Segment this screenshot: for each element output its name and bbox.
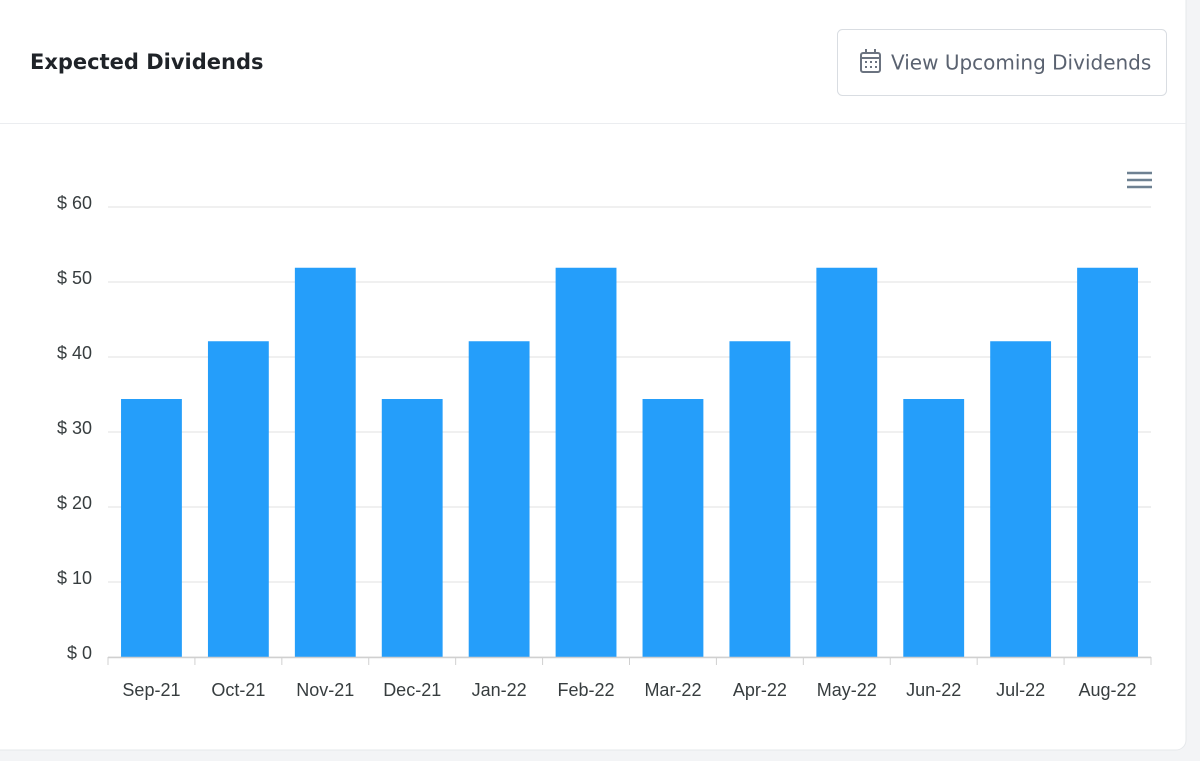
bar — [729, 341, 791, 657]
bar — [294, 267, 356, 657]
x-tick-label: Dec-21 — [383, 680, 441, 700]
bar — [642, 399, 704, 657]
bar — [990, 341, 1052, 657]
x-tick-label: May-22 — [817, 680, 877, 700]
x-tick-label: Mar-22 — [644, 680, 701, 700]
y-tick-label: $ 20 — [57, 493, 92, 513]
y-tick-label: $ 0 — [67, 643, 92, 663]
x-tick-label: Oct-21 — [211, 680, 265, 700]
x-tick-label: Feb-22 — [558, 680, 615, 700]
button-bg[interactable] — [837, 29, 1167, 96]
calendar-icon — [860, 49, 881, 73]
chart-menu[interactable] — [1127, 171, 1152, 189]
y-tick-label: $ 30 — [57, 418, 92, 438]
bar — [121, 399, 182, 657]
bar — [1077, 267, 1138, 657]
x-tick-label: Sep-21 — [122, 680, 180, 700]
x-tick-label: Apr-22 — [733, 680, 787, 700]
x-tick-label: Nov-21 — [296, 680, 354, 700]
button-label[interactable]: View Upcoming Dividends — [891, 51, 1151, 75]
y-tick-label: $ 50 — [57, 268, 92, 288]
bar — [555, 267, 617, 657]
bar — [816, 267, 878, 657]
bar — [468, 341, 530, 657]
bar — [903, 399, 965, 657]
bar — [207, 341, 269, 657]
x-tick-label: Aug-22 — [1079, 680, 1137, 700]
y-tick-label: $ 40 — [57, 343, 92, 363]
card-title: Expected Dividends — [30, 50, 264, 74]
x-tick-label: Jul-22 — [996, 680, 1045, 700]
x-tick-label: Jan-22 — [472, 680, 527, 700]
x-tick-label: Jun-22 — [906, 680, 961, 700]
y-tick-label: $ 60 — [57, 193, 92, 213]
bar — [381, 399, 443, 657]
upcoming-button[interactable]: View Upcoming Dividends — [837, 29, 1167, 96]
y-tick-label: $ 10 — [57, 568, 92, 588]
